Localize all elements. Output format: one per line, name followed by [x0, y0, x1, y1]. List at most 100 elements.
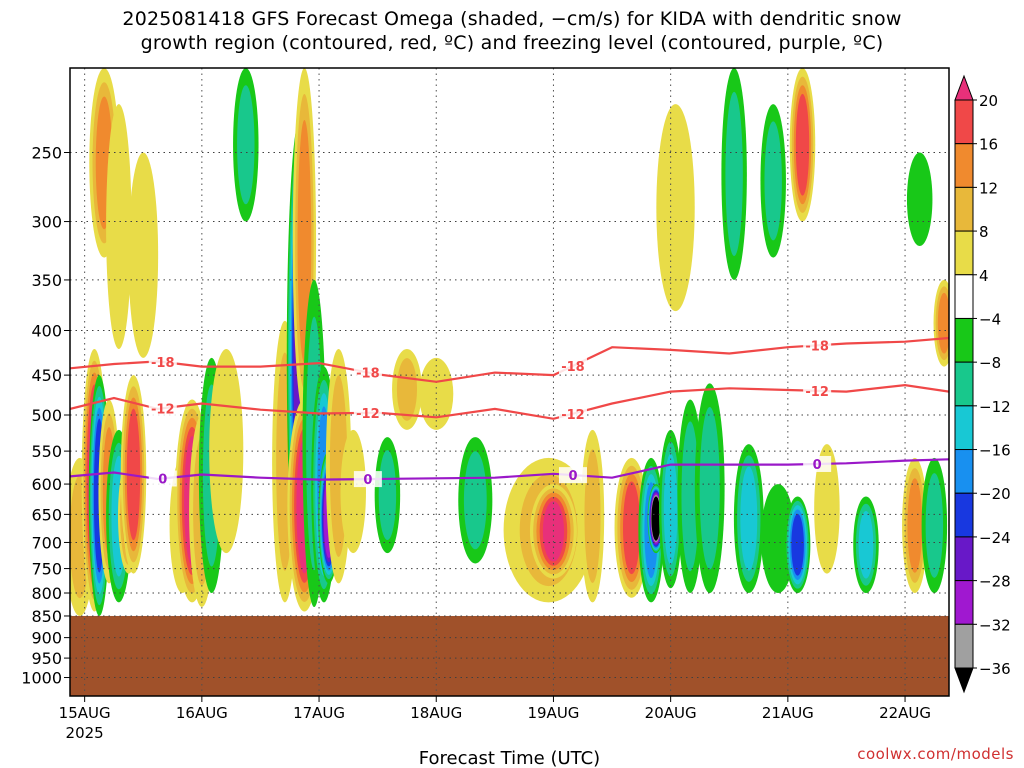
- omega-cell: [784, 496, 811, 594]
- omega-band: [396, 358, 418, 421]
- contour-label: -18: [356, 366, 380, 381]
- omega-cell: [340, 429, 366, 554]
- contour-label-bg: [558, 358, 587, 375]
- y-tick-label: 600: [31, 475, 62, 494]
- omega-band: [584, 449, 601, 583]
- omega-band: [795, 93, 810, 196]
- x-tick-label: 19AUG: [527, 704, 579, 722]
- colorbar-label: −36: [979, 660, 1011, 678]
- colorbar-top-arrow: [954, 74, 974, 101]
- omega-band: [237, 85, 255, 205]
- y-tick-label: 850: [31, 607, 62, 626]
- chart-title-line2: growth region (contoured, red, ºC) and f…: [140, 32, 884, 54]
- x-tick-label: 22AUG: [879, 704, 931, 722]
- omega-cell: [721, 68, 747, 280]
- contour-label: -18: [151, 356, 175, 371]
- colorbar-label: −16: [979, 442, 1011, 460]
- omega-cell: [853, 496, 879, 594]
- contour-label: 0: [568, 469, 577, 484]
- colorbar-segment: [954, 317, 974, 363]
- contour-label-bg: [803, 382, 832, 399]
- omega-band: [764, 121, 782, 241]
- y-tick-label: 900: [31, 629, 62, 648]
- omega-cell: [789, 68, 816, 222]
- contour-label: -12: [151, 402, 175, 417]
- omega-band: [925, 473, 944, 578]
- colorbar-segment: [954, 361, 974, 407]
- credit-text: coolwx.com/models: [857, 745, 1014, 763]
- omega-band: [656, 104, 695, 312]
- colorbar-label: 8: [979, 223, 989, 241]
- colorbar-segment: [954, 274, 974, 319]
- colorbar-label: −20: [979, 485, 1011, 503]
- omega-cell: [128, 152, 159, 358]
- contour-label-bg: [558, 405, 587, 422]
- colorbar: 20 16 12 8 4 −4 −8 −12 −16 −20 −24 −28 −32 −36: [954, 74, 1011, 694]
- contour-label-bg: [353, 404, 382, 421]
- x-tick-label: 20AUG: [645, 704, 697, 722]
- contour-label: -18: [561, 360, 585, 375]
- omega-cell: [233, 68, 259, 222]
- y-tick-label: 650: [31, 505, 62, 524]
- omega-band: [681, 421, 699, 572]
- y-tick-label: 550: [31, 442, 62, 461]
- contour-label-bg: [148, 353, 177, 370]
- x-tick-label: 15AUG: [59, 704, 111, 722]
- colorbar-label: 16: [979, 136, 998, 154]
- y-tick-label: 400: [31, 322, 62, 341]
- contour-label-bg: [558, 467, 587, 484]
- omega-band: [814, 444, 840, 574]
- contour-label-bg: [353, 364, 382, 381]
- omega-cell: [209, 348, 244, 554]
- y-tick-label: 700: [31, 533, 62, 552]
- colorbar-label: −28: [979, 573, 1011, 591]
- x-axis-label: Forecast Time (UTC): [419, 748, 600, 768]
- colorbar-label: 20: [979, 92, 998, 110]
- omega-band: [651, 498, 661, 540]
- contour-label: -12: [561, 408, 585, 423]
- colorbar-segment: [954, 449, 974, 494]
- omega-cell: [656, 104, 695, 312]
- omega-band: [463, 451, 487, 550]
- colorbar-segment: [954, 99, 974, 145]
- omega-band: [297, 120, 312, 363]
- contour-label: 0: [158, 472, 167, 487]
- contour-label-bg: [803, 337, 832, 354]
- contour-label: 0: [813, 458, 822, 473]
- omega-cell: [694, 383, 725, 594]
- plot-frame: [69, 67, 950, 697]
- y-tick-label: 800: [31, 584, 62, 603]
- contour-label-bg: [353, 471, 382, 488]
- x-tick-label: 17AUG: [293, 704, 345, 722]
- y-tick-label: 750: [31, 560, 62, 579]
- colorbar-segment: [954, 580, 974, 625]
- omega-band: [699, 407, 720, 570]
- omega-cell: [458, 437, 493, 564]
- x-tick-label: 21AUG: [762, 704, 814, 722]
- contour-label: -12: [805, 385, 829, 400]
- y-tick-label: 250: [31, 144, 62, 163]
- contour-label: 0: [363, 473, 372, 488]
- contour-label: -12: [356, 407, 380, 422]
- x-year-label: 2025: [66, 724, 104, 742]
- grid: [70, 68, 949, 696]
- colorbar-segment: [954, 186, 974, 232]
- omega-band: [128, 152, 159, 358]
- omega-cell: [733, 444, 764, 594]
- omega-band: [209, 348, 244, 554]
- omega-band: [725, 91, 743, 257]
- omega-cell: [933, 279, 949, 367]
- colorbar-segment: [954, 405, 974, 451]
- omega-band: [906, 152, 933, 246]
- colorbar-label: −12: [979, 398, 1011, 416]
- colorbar-label: −4: [979, 310, 1001, 328]
- omega-band: [106, 104, 132, 349]
- omega-band: [340, 429, 366, 554]
- colorbar-segment: [954, 143, 974, 188]
- colorbar-segment: [954, 230, 974, 276]
- x-tick-label: 16AUG: [176, 704, 228, 722]
- contour-label-bg: [803, 455, 832, 472]
- colorbar-label: −32: [979, 616, 1011, 634]
- omega-cell: [580, 429, 605, 603]
